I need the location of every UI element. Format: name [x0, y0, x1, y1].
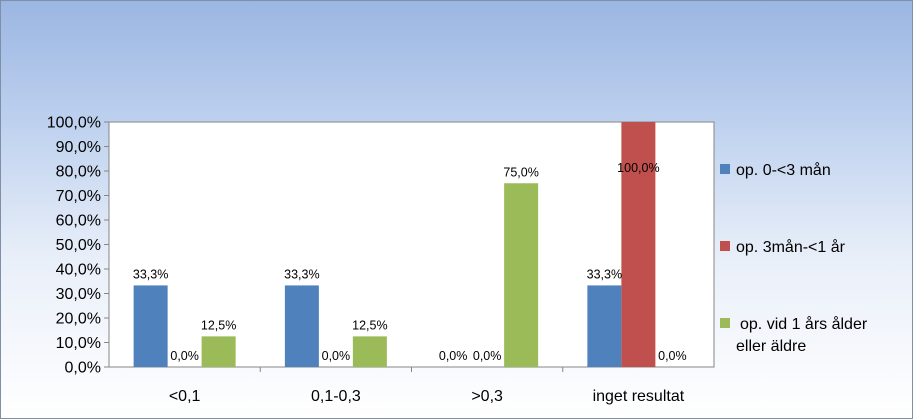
bar	[621, 122, 656, 367]
data-label: 12,5%	[352, 318, 387, 332]
data-labels-group: 33,3% 0,0% 12,5% 33,3% 0,0% 12,5% 0,0% 0,0% 75,0…	[133, 161, 687, 363]
bar	[352, 336, 387, 367]
bar	[201, 336, 236, 367]
data-label: 12,5%	[201, 318, 236, 332]
bar	[504, 183, 539, 367]
y-tick-label: 90,0%	[56, 139, 101, 156]
data-label: 0,0%	[170, 349, 199, 363]
y-tick-label: 50,0%	[56, 237, 101, 254]
x-axis: <0,1 0,1-0,3 >0,3 inget resultat	[169, 367, 685, 405]
data-label: 75,0%	[503, 165, 538, 179]
category-label: >0,3	[471, 388, 503, 405]
legend-label: eller äldre	[736, 338, 806, 355]
legend-label: op. vid 1 års ålder	[740, 315, 868, 333]
data-label: 33,3%	[284, 267, 319, 281]
legend: op. 0-<3 mån op. 3mån-<1 år op. vid 1 års …	[720, 161, 868, 355]
bar	[133, 285, 168, 367]
y-tick-label: 60,0%	[56, 213, 101, 230]
legend-swatch	[720, 241, 730, 251]
data-label: 33,3%	[133, 267, 168, 281]
y-tick-label: 20,0%	[56, 311, 101, 328]
category-label: inget resultat	[593, 388, 685, 405]
y-tick-label: 100,0%	[47, 115, 101, 132]
legend-label: op. 0-<3 mån	[736, 161, 831, 179]
bars-group	[133, 122, 656, 367]
y-tick-label: 80,0%	[56, 164, 101, 181]
data-label: 0,0%	[439, 349, 468, 363]
legend-swatch	[720, 164, 730, 174]
y-tick-label: 0,0%	[65, 360, 101, 377]
y-axis: 0,0% 10,0% 20,0% 30,0% 40,0% 50,0% 60,0% 70,0% 8…	[47, 115, 109, 377]
y-tick-label: 40,0%	[56, 262, 101, 279]
bar	[284, 285, 319, 367]
y-tick-label: 70,0%	[56, 188, 101, 205]
data-label: 0,0%	[473, 349, 502, 363]
category-label: 0,1-0,3	[311, 388, 361, 405]
y-tick-label: 30,0%	[56, 286, 101, 303]
category-label: <0,1	[169, 388, 201, 405]
legend-label: op. 3mån-<1 år	[736, 238, 846, 256]
y-tick-label: 10,0%	[56, 335, 101, 352]
legend-swatch	[720, 318, 730, 328]
data-label: 33,3%	[587, 267, 622, 281]
data-label: 0,0%	[322, 349, 351, 363]
data-label: 0,0%	[658, 349, 687, 363]
bar	[587, 285, 622, 367]
data-label: 100,0%	[617, 161, 659, 175]
